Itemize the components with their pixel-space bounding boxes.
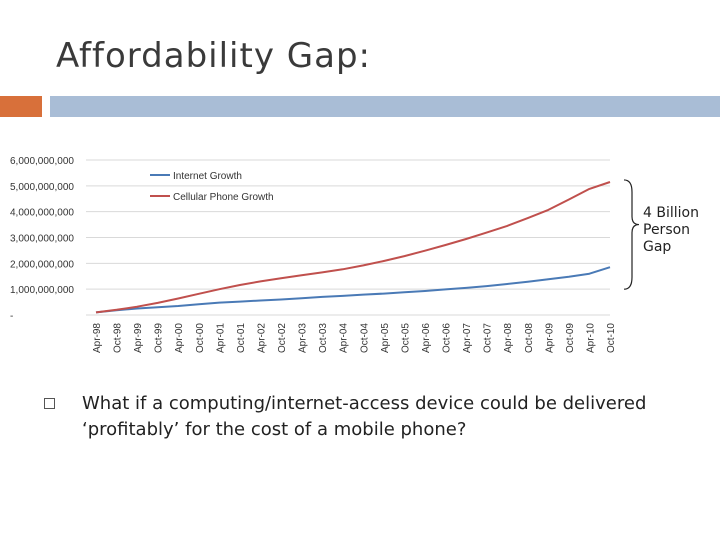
chart-grid <box>86 159 610 316</box>
y-tick-label: 6,000,000,000 <box>10 156 74 167</box>
x-tick-label: Oct-00 <box>195 323 206 353</box>
legend-label: Cellular Phone Growth <box>173 192 274 203</box>
y-tick-label: 4,000,000,000 <box>10 208 74 219</box>
cellular-growth-line <box>95 181 611 314</box>
x-tick-label: Apr-05 <box>380 323 391 353</box>
y-tick-label: - <box>10 311 13 322</box>
y-tick-label: 1,000,000,000 <box>10 285 74 296</box>
slide-title: Affordability Gap: <box>56 36 371 76</box>
x-tick-label: Apr-99 <box>133 323 144 353</box>
gap-brace <box>623 179 640 290</box>
chart-series <box>95 181 611 314</box>
y-tick-label: 3,000,000,000 <box>10 234 74 245</box>
bullet-square-icon <box>44 398 55 409</box>
gap-label-line: 4 Billion <box>643 205 699 221</box>
x-tick-label: Apr-02 <box>256 323 267 353</box>
x-tick-label: Apr-08 <box>503 323 514 353</box>
x-tick-label: Oct-07 <box>483 323 494 353</box>
y-tick-labels: 6,000,000,000 5,000,000,000 4,000,000,000 3… <box>10 156 74 322</box>
question-text: What if a computing/internet-access devi… <box>82 393 647 440</box>
x-tick-label: Oct-98 <box>113 323 124 353</box>
x-tick-label: Apr-04 <box>339 323 350 353</box>
internet-growth-line <box>95 266 611 314</box>
x-tick-label: Apr-09 <box>544 323 555 353</box>
x-tick-label: Oct-08 <box>524 323 535 353</box>
chart-legend: Internet Growth Cellular Phone Growth <box>150 171 274 203</box>
gap-label-line: Gap <box>643 239 672 255</box>
x-tick-label: Apr-03 <box>298 323 309 353</box>
x-tick-label: Apr-06 <box>421 323 432 353</box>
x-tick-label: Oct-03 <box>318 323 329 353</box>
legend-label: Internet Growth <box>173 171 242 182</box>
x-tick-label: Oct-99 <box>154 323 165 353</box>
x-tick-label: Oct-10 <box>606 323 617 353</box>
y-tick-label: 2,000,000,000 <box>10 259 74 270</box>
x-tick-label: Oct-04 <box>359 323 370 353</box>
x-tick-label: Apr-01 <box>215 323 226 353</box>
x-tick-label: Oct-05 <box>400 323 411 353</box>
curly-brace-icon <box>623 179 640 290</box>
gap-label: 4 Billion Person Gap <box>643 205 713 256</box>
x-tick-label: Apr-00 <box>174 323 185 353</box>
growth-chart: 6,000,000,000 5,000,000,000 4,000,000,000 3… <box>10 156 640 353</box>
x-tick-label: Oct-06 <box>442 323 453 353</box>
x-tick-labels: Apr-98 Oct-98 Apr-99 Oct-99 Apr-00 Oct-00 Apr-… <box>92 323 617 353</box>
x-tick-label: Apr-10 <box>585 323 596 353</box>
x-tick-label: Oct-09 <box>565 323 576 353</box>
x-tick-label: Oct-02 <box>277 323 288 353</box>
accent-bar-right <box>50 96 720 117</box>
x-tick-label: Apr-07 <box>462 323 473 353</box>
y-tick-label: 5,000,000,000 <box>10 182 74 193</box>
x-tick-label: Apr-98 <box>92 323 103 353</box>
x-tick-label: Oct-01 <box>236 323 247 353</box>
accent-bar-left <box>0 96 42 117</box>
gap-label-line: Person <box>643 222 691 238</box>
